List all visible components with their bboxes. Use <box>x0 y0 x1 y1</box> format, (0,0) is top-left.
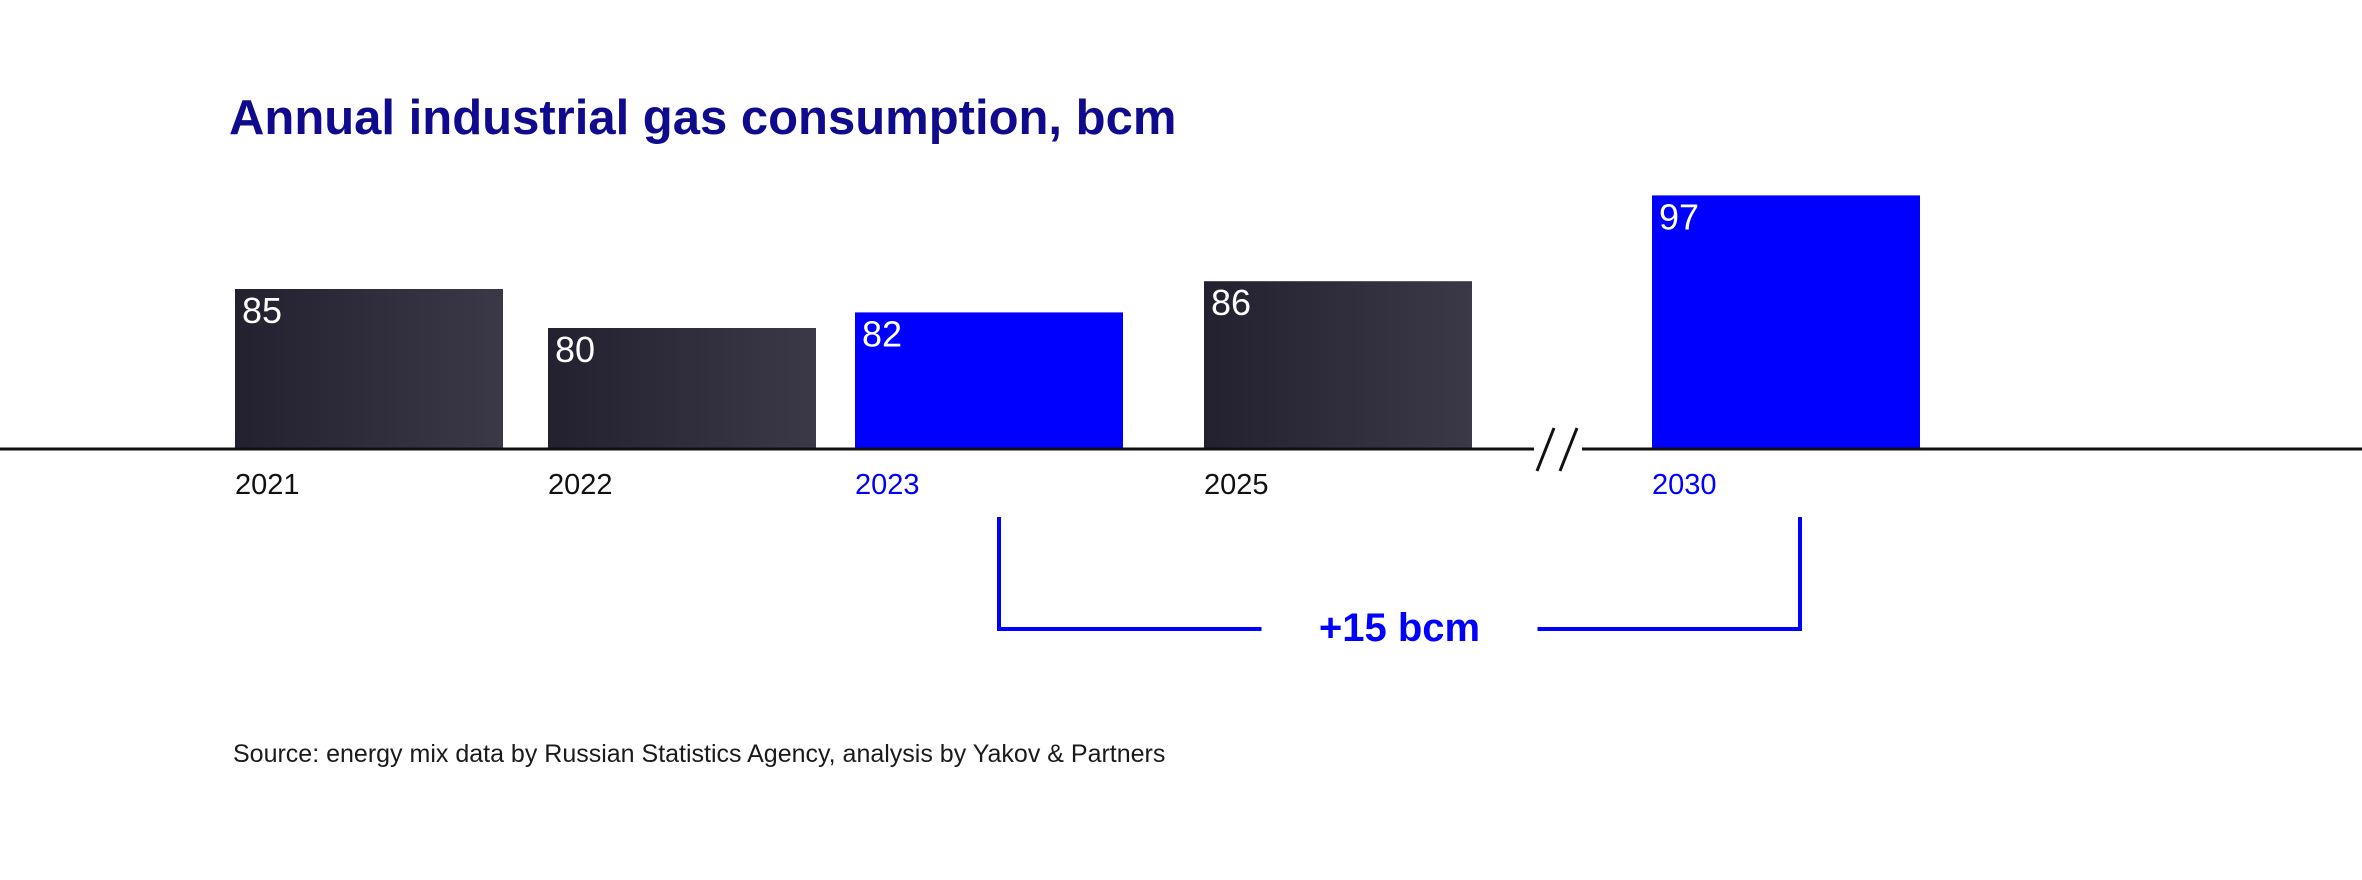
data-label-2021: 85 <box>242 290 282 331</box>
data-label-2025: 86 <box>1211 282 1251 323</box>
data-label-2022: 80 <box>555 329 595 370</box>
bar-2022 <box>548 328 816 449</box>
tick-label-2022: 2022 <box>548 469 613 501</box>
bar-2025 <box>1204 281 1472 449</box>
axis-break-marker <box>1534 427 1582 472</box>
tick-label-2023: 2023 <box>855 469 920 501</box>
tick-label-2025: 2025 <box>1204 469 1269 501</box>
annotation-label: +15 bcm <box>1319 606 1480 650</box>
bar-2021 <box>235 289 503 449</box>
chart-title: Annual industrial gas consumption, bcm <box>229 91 1177 145</box>
annotation-bracket-right <box>1537 517 1802 631</box>
tick-label-2021: 2021 <box>235 469 300 501</box>
data-label-2030: 97 <box>1659 196 1699 237</box>
data-label-2023: 82 <box>862 313 902 354</box>
source-note: Source: energy mix data by Russian Stati… <box>233 740 1166 768</box>
bar-2030 <box>1652 195 1920 449</box>
tick-label-2030: 2030 <box>1652 469 1717 501</box>
annotation-bracket-left <box>997 517 1262 631</box>
bar-2023 <box>855 312 1123 449</box>
